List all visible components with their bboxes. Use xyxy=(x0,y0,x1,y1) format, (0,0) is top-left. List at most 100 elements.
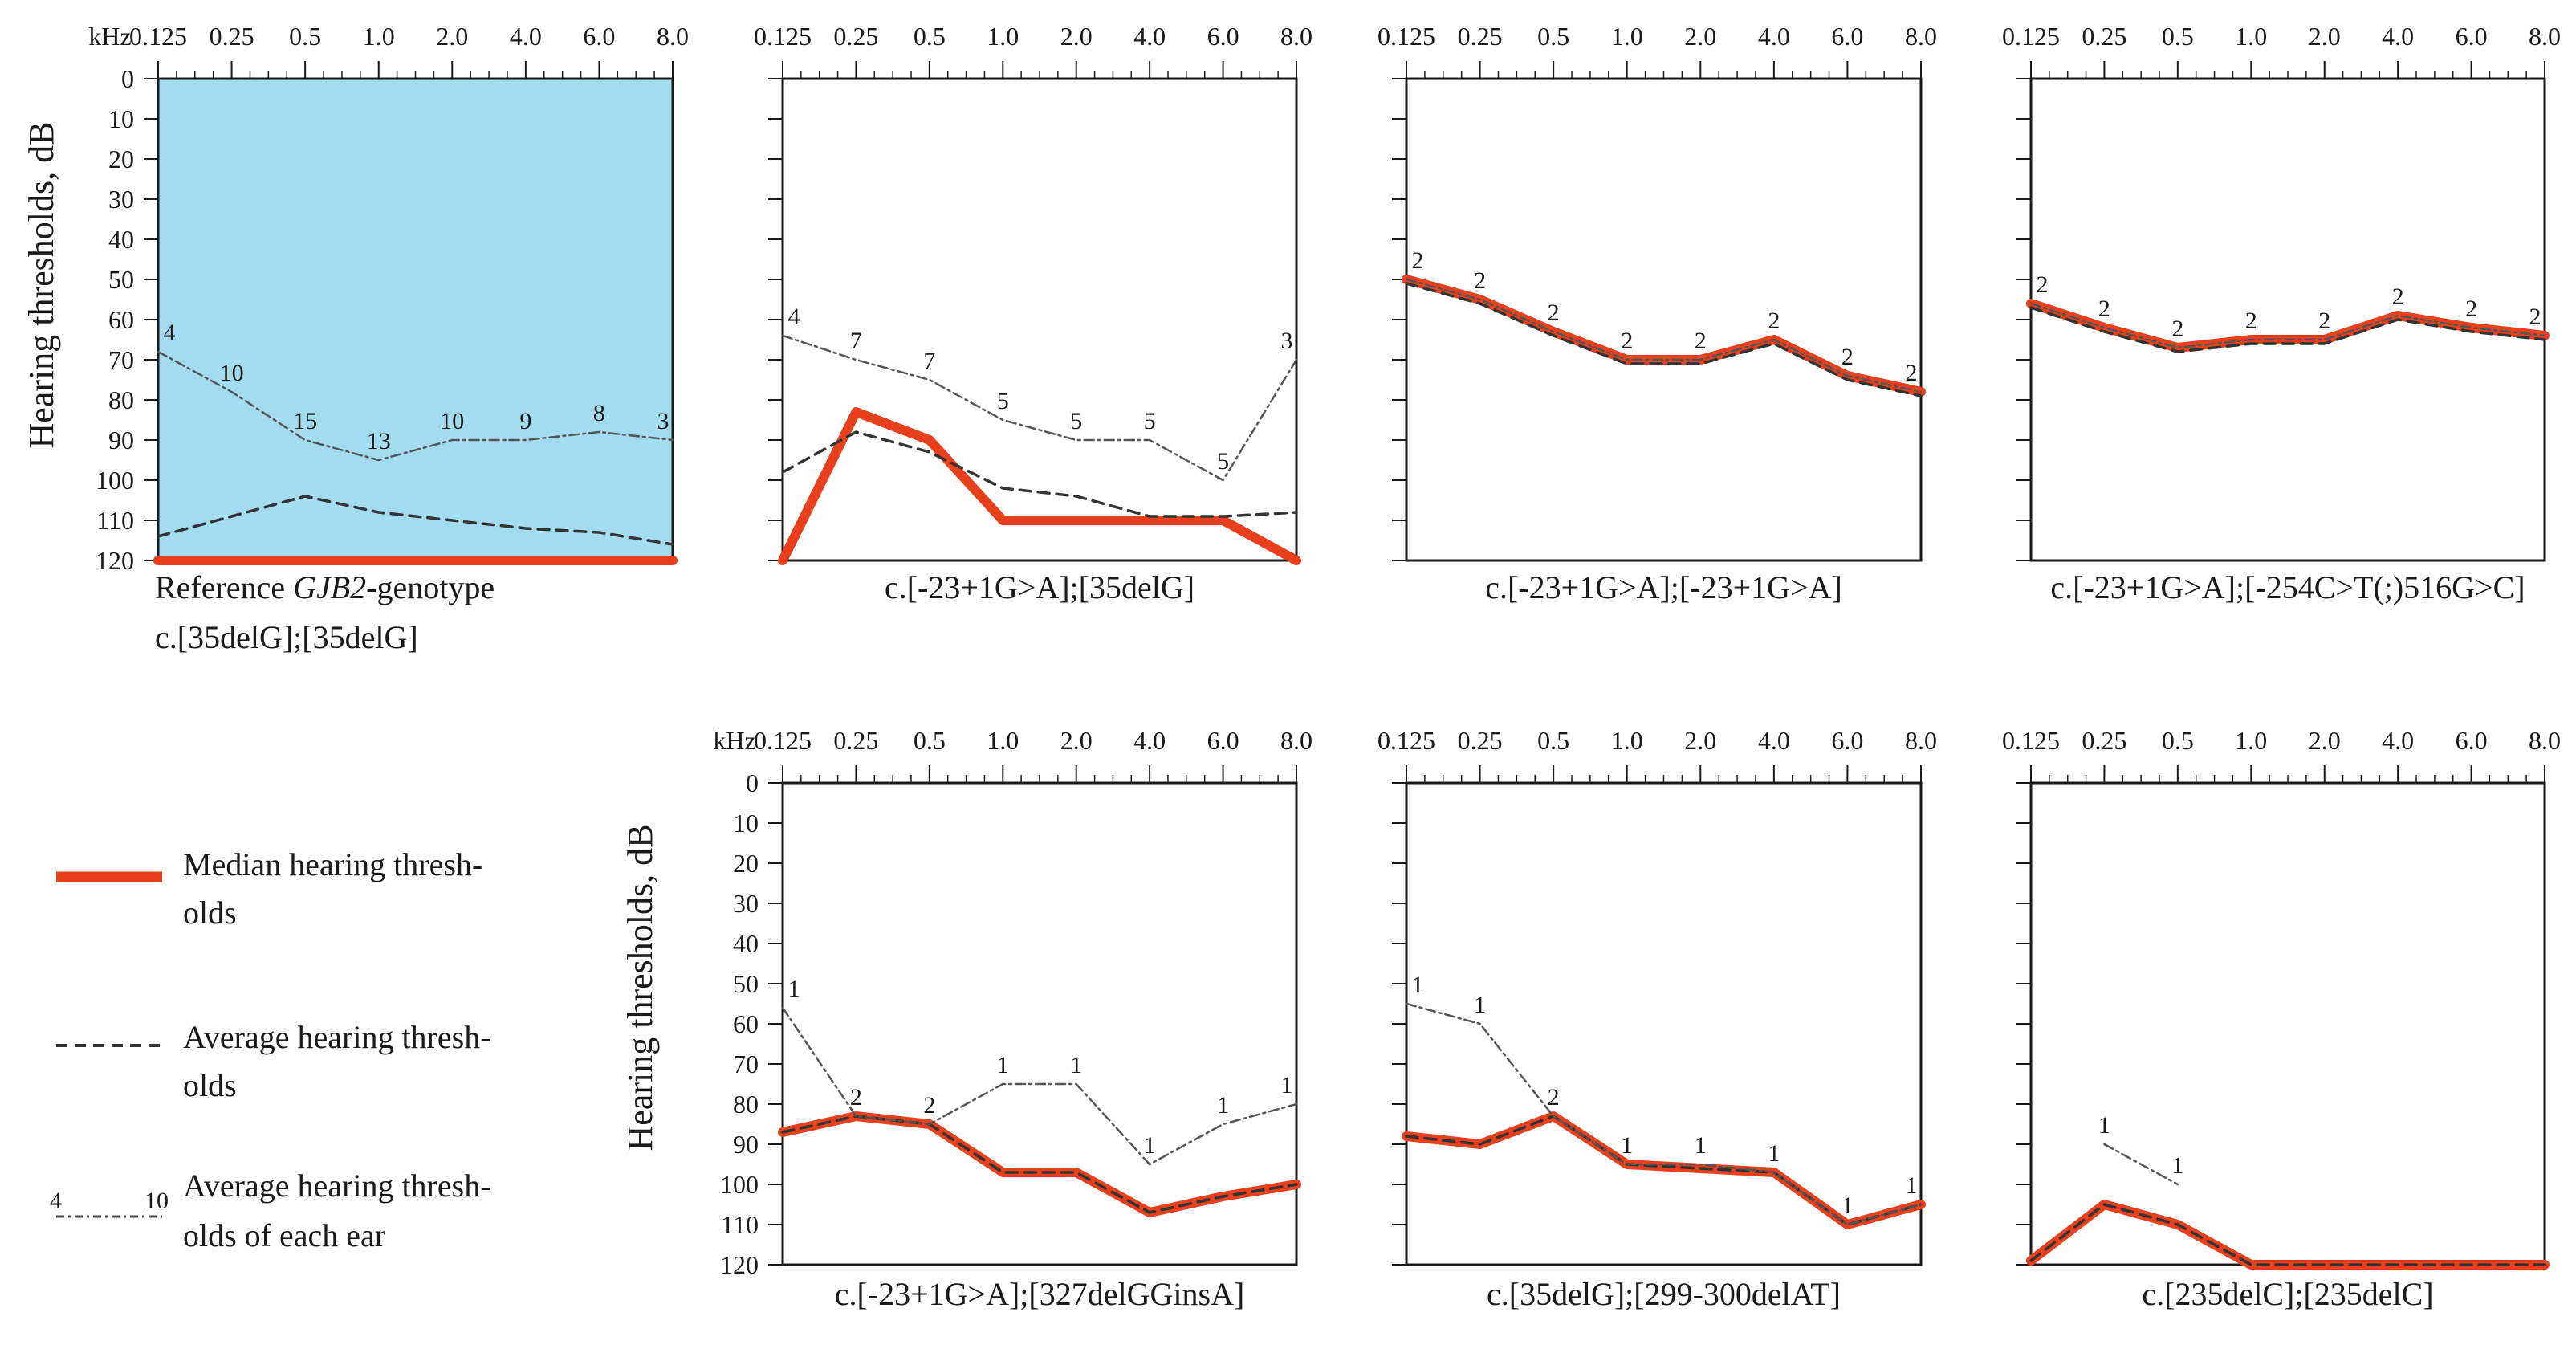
ear-count-label: 4 xyxy=(788,304,800,330)
y-tick-label: 80 xyxy=(733,1090,759,1119)
y-tick-label: 110 xyxy=(721,1210,759,1239)
ear-count-label: 13 xyxy=(367,428,391,454)
y-tick-label: 30 xyxy=(733,889,759,918)
legend-each-ear-label-1: Average hearing thresh- xyxy=(183,1168,491,1204)
x-tick-label: 8.0 xyxy=(1905,726,1937,755)
ear-count-label: 1 xyxy=(1695,1132,1707,1159)
ear-count-label: 2 xyxy=(1548,300,1560,326)
x-tick-label: 2.0 xyxy=(436,22,468,51)
plot-area xyxy=(157,77,674,562)
x-tick-label: 8.0 xyxy=(2529,726,2561,755)
x-tick-label: 0.25 xyxy=(1458,22,1503,51)
x-tick-label: 0.5 xyxy=(2162,726,2194,755)
ear-count-label: 2 xyxy=(1548,1084,1560,1111)
x-tick-label: 6.0 xyxy=(583,22,615,51)
x-tick-label: 4.0 xyxy=(1758,22,1790,51)
panel-caption: c.[-23+1G>A];[-254C>T(;)516G>C] xyxy=(2050,569,2525,605)
x-tick-label: 0.125 xyxy=(2002,22,2060,51)
y-tick-label: 120 xyxy=(96,546,134,575)
ear-count-label: 2 xyxy=(850,1084,862,1111)
ear-count-label: 8 xyxy=(593,400,605,426)
y-tick-label: 100 xyxy=(96,466,134,495)
x-tick-label: 1.0 xyxy=(1611,22,1643,51)
x-tick-label: 8.0 xyxy=(657,22,689,51)
ear-count-label: 2 xyxy=(2392,283,2404,310)
legend-each-ear-example-left: 4 xyxy=(50,1188,62,1214)
ear-count-label: 2 xyxy=(1841,344,1854,370)
average-line xyxy=(157,495,674,546)
ear-count-label: 4 xyxy=(164,320,176,346)
x-tick-label: 2.0 xyxy=(2309,726,2341,755)
x-tick-label: 0.5 xyxy=(2162,22,2194,51)
y-axis-label-bottom: Hearing thresholds, dB xyxy=(621,825,660,1151)
average-line xyxy=(2029,306,2546,353)
y-axis-label-top: Hearing thresholds, dB xyxy=(22,122,61,449)
x-tick-label: 8.0 xyxy=(1280,726,1312,755)
y-tick-label: 10 xyxy=(108,104,134,133)
ear-count-label: 2 xyxy=(923,1092,935,1119)
x-tick-label: 1.0 xyxy=(987,726,1019,755)
y-tick-label: 10 xyxy=(733,809,759,838)
each-ear-line xyxy=(1405,1002,1923,1226)
x-tick-label: 0.125 xyxy=(129,22,187,51)
ear-count-label: 2 xyxy=(2529,304,2541,330)
ear-count-label: 2 xyxy=(2171,316,2183,342)
ear-count-label: 1 xyxy=(2171,1152,2183,1179)
audiogram-panel-6: 0.125 0.25 0.5 1.0 2.0 4.0 6.0 8.0 1 1 2 1 1 1 1 1 c.[35… xyxy=(1378,726,1937,1312)
ear-count-label: 1 xyxy=(1144,1132,1156,1159)
ear-count-label: 5 xyxy=(997,388,1009,414)
each-ear-line xyxy=(2103,1143,2179,1186)
x-tick-label: 0.25 xyxy=(210,22,254,51)
audiogram-panel-1: 0 10 20 30 40 50 60 70 80 90 100 110 120 0.125 0.25 0.5… xyxy=(88,22,689,655)
legend-median-label-1: Median hearing thresh- xyxy=(183,846,482,882)
each-ear-line xyxy=(2029,302,2546,349)
y-tick-label: 0 xyxy=(746,768,759,797)
ear-count-label: 1 xyxy=(1768,1140,1780,1167)
ear-count-label: 2 xyxy=(2318,308,2330,334)
ear-count-label: 2 xyxy=(1412,247,1424,274)
ear-count-label: 9 xyxy=(519,408,531,434)
x-tick-label: 2.0 xyxy=(1060,22,1093,51)
plot-area xyxy=(1405,781,1923,1266)
ear-count-label: 1 xyxy=(1412,972,1424,998)
ear-count-label: 1 xyxy=(1621,1132,1633,1159)
x-tick-label: 0.125 xyxy=(2002,726,2060,755)
x-tick-label: 0.125 xyxy=(754,22,812,51)
legend-median-label-2: olds xyxy=(183,895,237,931)
ear-count-label: 2 xyxy=(2465,295,2477,322)
ear-count-label: 5 xyxy=(1070,408,1082,434)
x-tick-label: 1.0 xyxy=(1611,726,1643,755)
x-tick-label: 8.0 xyxy=(1280,22,1312,51)
plot-area xyxy=(781,77,1298,562)
ear-count-label: 2 xyxy=(1621,328,1633,354)
plot-area xyxy=(1405,77,1923,562)
x-tick-label: 0.5 xyxy=(914,22,946,51)
y-tick-label: 30 xyxy=(108,185,134,214)
x-tick-label: 2.0 xyxy=(2309,22,2341,51)
y-tick-label: 50 xyxy=(733,969,759,998)
audiogram-panel-4: 0.125 0.25 0.5 1.0 2.0 4.0 6.0 8.0 2 2 2 2 2 2 2 2 c.[-2… xyxy=(2002,22,2561,605)
x-tick-label: 2.0 xyxy=(1060,726,1093,755)
y-tick-label: 0 xyxy=(121,64,134,93)
y-tick-label: 120 xyxy=(720,1250,759,1279)
ear-count-label: 3 xyxy=(657,408,669,434)
ear-count-label: 1 xyxy=(1841,1192,1854,1219)
x-tick-label: 0.25 xyxy=(833,726,878,755)
x-unit-label: kHz xyxy=(88,22,131,51)
panel-caption: c.[-23+1G>A];[327delGGinsA] xyxy=(835,1276,1245,1312)
x-tick-label: 2.0 xyxy=(1684,726,1716,755)
panel-caption-line2: c.[35delG];[35delG] xyxy=(155,619,418,655)
x-tick-label: 6.0 xyxy=(2456,726,2488,755)
y-tick-label: 100 xyxy=(720,1170,759,1199)
median-line xyxy=(778,407,1301,565)
y-tick-label: 90 xyxy=(733,1130,759,1159)
ear-count-label: 7 xyxy=(850,328,862,354)
y-tick-label: 80 xyxy=(108,385,134,414)
x-tick-label: 4.0 xyxy=(510,22,542,51)
ear-count-label: 2 xyxy=(1768,308,1780,334)
x-tick-label: 1.0 xyxy=(987,22,1019,51)
ear-count-label: 2 xyxy=(1906,360,1918,386)
panel-caption: c.[235delC];[235delC] xyxy=(2142,1276,2433,1312)
ear-count-label: 10 xyxy=(440,408,464,434)
plot-area xyxy=(781,781,1298,1266)
